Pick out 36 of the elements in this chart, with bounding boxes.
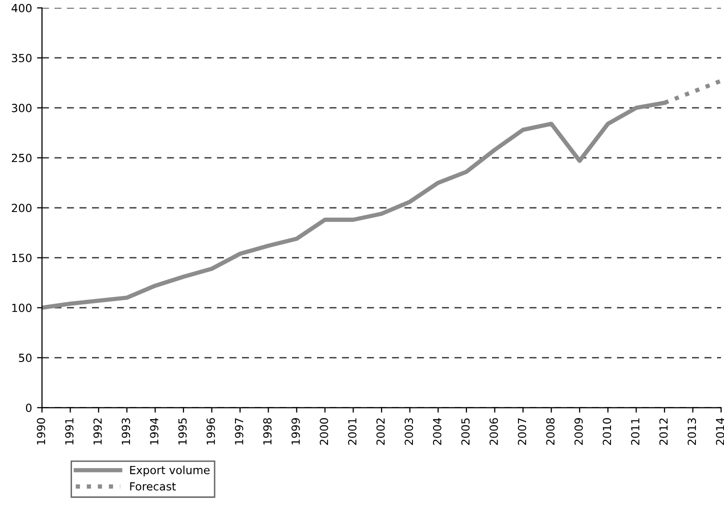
legend-label: Export volume: [130, 466, 210, 476]
x-tick-label: 2010: [602, 418, 612, 445]
x-tick-label: 2014: [716, 418, 724, 445]
y-tick-label: 250: [12, 154, 32, 162]
x-tick-label: 1993: [122, 418, 130, 444]
x-tick-label: 1991: [65, 418, 74, 444]
x-tick-label: 1997: [234, 418, 244, 444]
x-tick-label: 2005: [461, 418, 470, 445]
x-tick-label: 2002: [376, 418, 385, 445]
x-tick-label: 2013: [688, 418, 696, 445]
x-tick-label: 2003: [404, 418, 414, 445]
x-tick-label: 2000: [320, 418, 328, 445]
x-tick-label: 2009: [574, 418, 583, 445]
x-tick-label: 2001: [348, 418, 356, 445]
x-tick-label: 2011: [631, 418, 640, 445]
x-tick-label: 1998: [263, 418, 272, 444]
y-tick-label: 50: [18, 354, 32, 362]
x-tick-label: 1996: [206, 418, 215, 444]
y-tick-label: 100: [12, 304, 32, 312]
x-tick-label: 2004: [432, 418, 442, 445]
x-tick-label: 2007: [518, 418, 526, 445]
x-tick-label: 1992: [93, 418, 102, 444]
x-tick-label: 1990: [36, 418, 46, 444]
x-tick-label: 1994: [150, 418, 158, 444]
y-tick-label: 0: [26, 404, 32, 412]
x-tick-label: 2012: [659, 418, 668, 445]
legend-label: Forecast: [130, 482, 176, 491]
y-tick-label: 350: [12, 54, 32, 62]
x-tick-label: 1999: [291, 418, 300, 444]
x-tick-label: 1995: [178, 418, 187, 444]
y-tick-label: 200: [12, 204, 32, 212]
y-tick-label: 400: [12, 4, 32, 12]
y-tick-label: 150: [12, 254, 32, 262]
x-tick-label: 2006: [490, 418, 498, 445]
x-tick-label: 2008: [546, 418, 555, 445]
y-tick-label: 300: [12, 104, 32, 112]
